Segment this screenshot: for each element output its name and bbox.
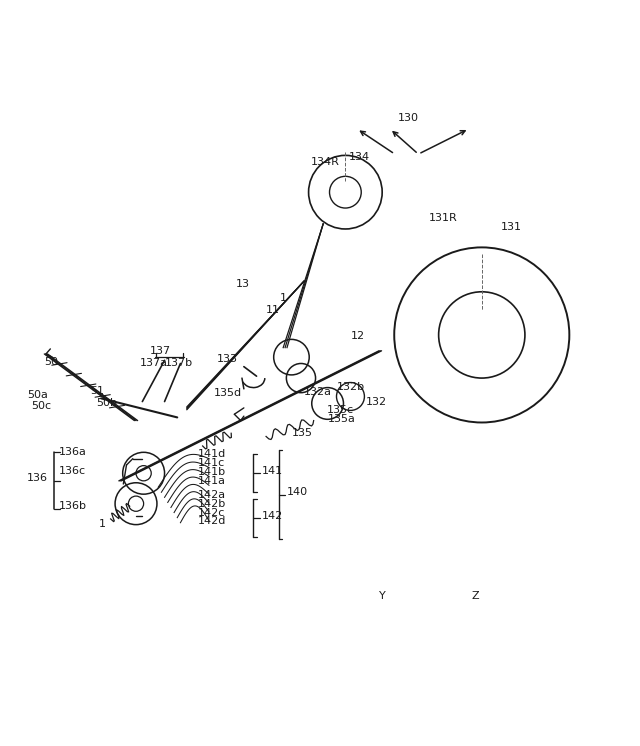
- Text: 142b: 142b: [198, 498, 227, 509]
- Text: 51: 51: [90, 386, 104, 396]
- Text: 142a: 142a: [198, 490, 227, 500]
- Text: 132a: 132a: [304, 387, 332, 397]
- Text: 142c: 142c: [198, 507, 225, 518]
- Text: 141: 141: [262, 466, 283, 477]
- Text: 134R: 134R: [310, 157, 339, 167]
- Text: 1: 1: [99, 519, 106, 529]
- Text: 11: 11: [266, 304, 280, 315]
- Text: 136: 136: [27, 473, 48, 483]
- Text: 137: 137: [150, 346, 171, 357]
- Text: 133: 133: [217, 354, 238, 364]
- Text: 136c: 136c: [59, 466, 86, 477]
- Text: 132: 132: [365, 397, 387, 407]
- Text: 131: 131: [501, 222, 522, 232]
- Text: 141d: 141d: [198, 449, 227, 460]
- Text: 1: 1: [280, 293, 287, 303]
- Text: 142: 142: [262, 511, 283, 521]
- Text: 142d: 142d: [198, 516, 227, 527]
- Text: 12: 12: [351, 331, 365, 341]
- Text: 134: 134: [349, 152, 370, 163]
- Text: 135: 135: [291, 428, 312, 438]
- Text: 130: 130: [397, 113, 419, 123]
- Text: 131R: 131R: [429, 213, 458, 222]
- Text: 140: 140: [287, 487, 308, 498]
- Text: 50: 50: [44, 357, 58, 366]
- Text: 141a: 141a: [198, 476, 226, 486]
- Text: 50a: 50a: [27, 390, 48, 400]
- Text: 13: 13: [236, 279, 250, 289]
- Text: 137b: 137b: [165, 359, 193, 369]
- Text: 50b: 50b: [97, 398, 118, 409]
- Text: 141b: 141b: [198, 467, 227, 477]
- Text: 135c: 135c: [326, 405, 353, 415]
- Text: 136a: 136a: [59, 448, 86, 457]
- Text: 132b: 132b: [337, 382, 365, 392]
- Text: 135d: 135d: [213, 389, 241, 398]
- Text: 50c: 50c: [31, 401, 51, 411]
- Text: 135a: 135a: [328, 414, 355, 424]
- Text: 136b: 136b: [59, 501, 86, 511]
- Text: 141c: 141c: [198, 458, 225, 468]
- Text: 137a: 137a: [140, 359, 168, 369]
- Text: Z: Z: [472, 592, 479, 601]
- Text: Y: Y: [379, 592, 385, 601]
